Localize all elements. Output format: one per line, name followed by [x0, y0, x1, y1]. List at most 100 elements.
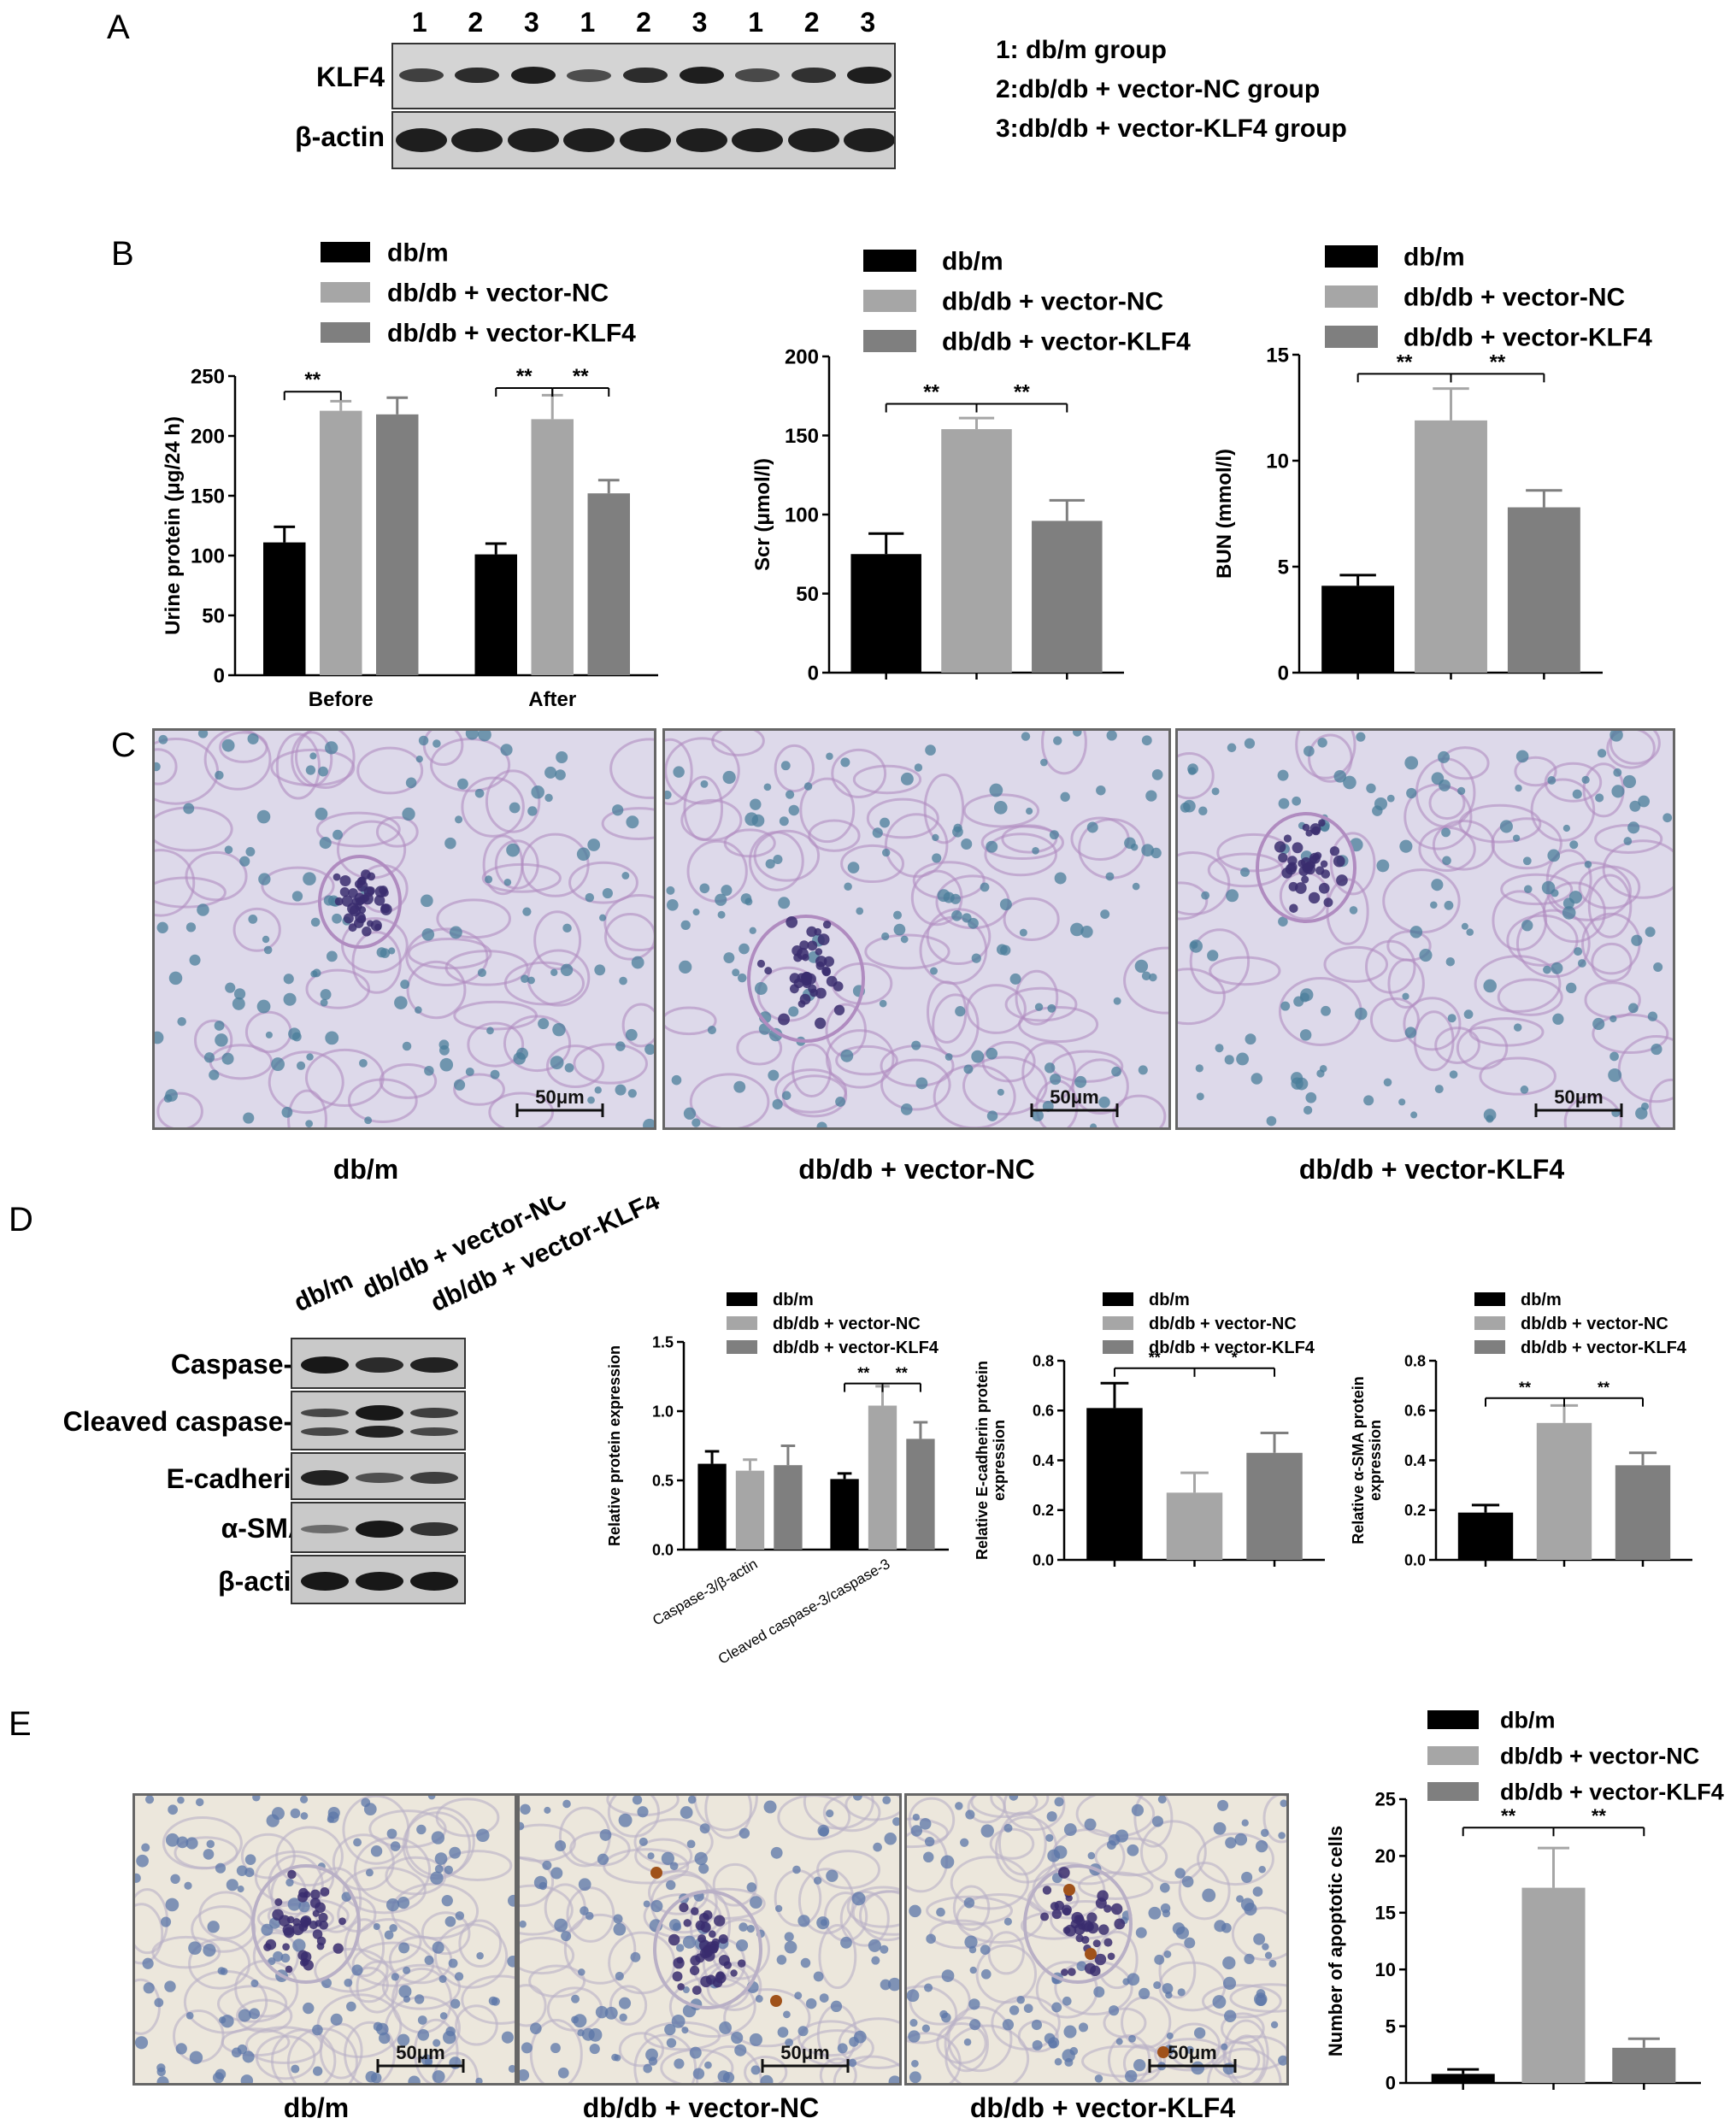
cell-nucleus — [1130, 843, 1139, 851]
glomerulus-cell — [1054, 1900, 1065, 1911]
cell-nucleus — [1383, 1078, 1392, 1087]
cell-nucleus — [310, 917, 321, 927]
cell-nucleus — [168, 971, 183, 986]
cell-nucleus — [1343, 775, 1356, 790]
y-axis-label: Relative E-cadherin proteinexpression — [974, 1361, 1008, 1560]
cell-nucleus — [219, 2016, 227, 2024]
cell-nucleus — [1305, 1091, 1317, 1103]
cell-nucleus — [135, 1873, 141, 1883]
cell-nucleus — [1224, 1055, 1234, 1065]
cell-nucleus — [940, 1855, 955, 1869]
cell-nucleus — [873, 1842, 882, 1852]
tubule — [421, 1911, 471, 1956]
cell-nucleus — [215, 770, 224, 780]
cell-nucleus — [613, 1914, 623, 1924]
cell-nucleus — [923, 1983, 933, 1992]
tubule — [151, 1935, 221, 1969]
tubule — [191, 1905, 256, 1953]
cell-nucleus — [763, 1800, 777, 1814]
cell-nucleus — [721, 885, 733, 897]
tubule — [884, 813, 949, 878]
cell-nucleus — [997, 1088, 1004, 1096]
cell-nucleus — [415, 1006, 422, 1014]
tubule — [1004, 986, 1078, 1022]
tubule — [1515, 909, 1591, 979]
cell-nucleus — [520, 1821, 525, 1831]
cell-nucleus — [521, 2042, 533, 2054]
cell-nucleus — [687, 1796, 697, 1804]
glomerulus-cell — [1336, 874, 1348, 886]
apoptotic-cell — [650, 1867, 662, 1879]
tubule — [294, 731, 356, 789]
cell-nucleus — [203, 1944, 216, 1957]
cell-nucleus — [312, 2066, 323, 2076]
cell-nucleus — [1217, 1799, 1229, 1811]
bar — [1086, 1408, 1143, 1560]
klf4-band — [679, 67, 724, 84]
tubule — [1329, 832, 1376, 896]
cell-nucleus — [397, 1897, 410, 1909]
tubule — [923, 774, 965, 844]
cell-nucleus — [305, 1120, 314, 1127]
cell-nucleus — [683, 1107, 697, 1120]
cell-nucleus — [619, 1997, 632, 2009]
legend-swatch — [1325, 326, 1378, 348]
cell-nucleus — [564, 1062, 574, 1073]
cell-nucleus — [772, 1098, 783, 1110]
cell-nucleus — [1251, 1073, 1263, 1085]
cell-nucleus — [478, 731, 491, 742]
cell-nucleus — [1222, 1976, 1237, 1990]
cell-nucleus — [780, 761, 791, 771]
cell-nucleus — [1404, 756, 1419, 770]
cell-nucleus — [785, 2038, 793, 2047]
cell-nucleus — [1201, 891, 1210, 900]
glomerulus-cell — [274, 1897, 283, 1906]
panel-letter-b: B — [111, 235, 134, 273]
scale-bar-label: 50μm — [780, 2042, 830, 2063]
cell-nucleus — [1051, 2002, 1062, 2013]
tubule — [520, 1856, 555, 1908]
tubule — [319, 2022, 363, 2080]
cell-nucleus — [405, 777, 417, 789]
tubule — [1591, 942, 1633, 983]
bar — [1615, 1465, 1671, 1560]
legend-label: db/m — [1500, 1707, 1556, 1733]
glomerulus-cell — [1302, 823, 1310, 832]
cell-nucleus — [892, 910, 903, 920]
y-tick-label: 150 — [785, 425, 819, 448]
cell-nucleus — [434, 1852, 448, 1865]
tubule — [926, 980, 968, 1044]
legend-label: db/db + vector-KLF4 — [942, 328, 1191, 356]
cell-nucleus — [1277, 769, 1289, 781]
tubule — [563, 1913, 637, 1985]
cell-nucleus — [900, 935, 909, 944]
cell-nucleus — [391, 1973, 400, 1981]
cell-nucleus — [632, 1796, 643, 1805]
cell-nucleus — [398, 1942, 410, 1954]
cell-nucleus — [449, 2056, 462, 2069]
glomerulus-cell — [700, 1921, 711, 1933]
cell-nucleus — [1106, 731, 1117, 741]
glomerulus-cell — [1103, 1938, 1113, 1947]
glomerulus-cell — [1314, 851, 1322, 860]
cell-nucleus — [135, 2036, 149, 2050]
cell-nucleus — [619, 976, 627, 986]
y-axis-label: BUN (mmol/l) — [1213, 449, 1236, 579]
glomerulus-cell — [287, 1869, 297, 1880]
tubule — [723, 828, 776, 858]
legend-swatch — [863, 290, 916, 312]
cell-nucleus — [509, 802, 521, 814]
glomerulus-cell — [703, 1909, 713, 1921]
cell-nucleus — [292, 1939, 306, 1952]
cell-nucleus — [1595, 793, 1604, 803]
cell-nucleus — [783, 2010, 791, 2019]
cell-nucleus — [856, 907, 864, 915]
cell-nucleus — [325, 741, 338, 755]
cell-nucleus — [631, 956, 644, 969]
panel-letter-a: A — [107, 9, 130, 46]
cell-nucleus — [971, 1050, 985, 1063]
blot-d-label-beta-actin: β-actin — [218, 1566, 308, 1597]
legend-swatch — [1325, 285, 1378, 308]
tubule — [1491, 817, 1562, 870]
cell-nucleus — [1195, 1064, 1203, 1073]
